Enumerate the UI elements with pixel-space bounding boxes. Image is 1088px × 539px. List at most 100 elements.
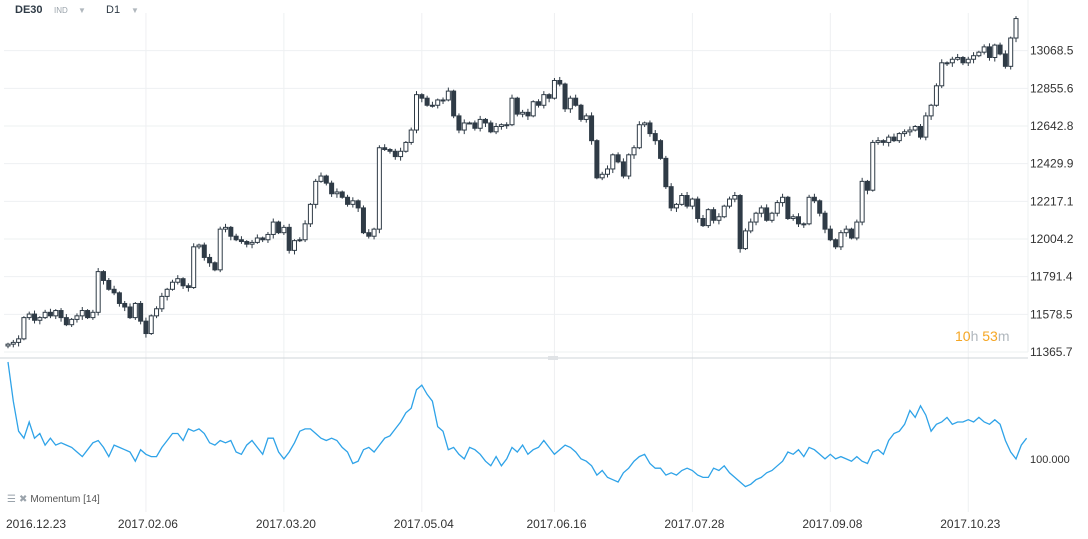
candle-body [95,271,101,313]
candle-body [753,212,759,223]
candle-body [870,141,876,191]
indicator-name: Momentum [30,494,81,505]
candle-body [541,94,547,106]
candle-body [408,129,414,143]
candle-body [742,230,748,250]
candle-body [774,202,780,214]
candle-body [626,154,632,177]
candle-body [488,122,494,133]
candle-body [849,228,855,239]
candle-body [286,226,292,251]
candle-body [498,124,504,128]
candle-body [721,205,727,218]
candle-body [169,281,175,290]
candle-body [684,195,690,207]
candle-body [419,94,425,99]
candle-body [424,97,430,106]
candle-body [392,150,398,158]
candle-body [536,101,542,106]
candle-body [780,196,786,204]
candle-body [42,311,48,319]
candle-body [196,244,202,248]
candle-body [238,239,244,243]
candle-body [960,56,966,64]
candle-body [456,115,462,131]
candle-body [551,79,557,99]
candle-body [159,295,165,310]
timer-hours-unit: h [970,328,979,344]
candle-body [599,173,605,179]
candle-body [106,279,112,290]
candle-body [620,161,626,177]
candle-body [965,58,971,64]
candle-body [297,239,303,242]
candle-body [79,310,85,317]
candle-body [1013,18,1019,39]
pane-resize-handle [548,356,558,360]
candle-body [207,256,213,264]
timeframe-selector[interactable]: D1 [106,4,121,16]
chevron-down-icon[interactable]: ▼ [131,6,139,15]
candle-body [1008,37,1014,67]
close-icon[interactable]: ✖ [18,494,28,505]
candle-body [642,122,648,126]
candle-body [5,343,11,347]
candle-body [891,136,897,142]
price-tick-label: 11791.4 [1030,270,1073,284]
candle-body [843,228,849,234]
candle-body [944,62,950,65]
candle-body [647,122,653,135]
candle-body [769,212,775,221]
candle-body [440,99,446,102]
lines-icon[interactable]: ☰ [7,494,16,505]
candle-body [244,241,250,245]
candle-body [154,308,160,317]
candle-body [10,341,16,345]
time-tick-label: 2017.05.04 [394,517,454,531]
candle-body [265,233,271,241]
candle-body [631,147,637,156]
price-tick-label: 11365.7 [1030,345,1073,359]
candle-body [212,262,218,271]
price-tick-label: 12429.9 [1030,157,1074,171]
candle-body [111,288,117,294]
candle-body [435,99,441,106]
candle-body [223,226,229,230]
candle-body [260,237,266,241]
momentum-tick-label: 100.000 [1030,454,1070,466]
candle-body [63,317,69,326]
price-tick-label: 12642.8 [1030,119,1074,133]
candle-body [387,149,393,152]
candle-body [47,311,53,317]
candle-body [180,278,186,287]
candle-body [918,126,924,138]
candle-body [939,62,945,87]
candle-body [254,237,260,243]
symbol-label[interactable]: DE30 [15,4,43,16]
candle-body [949,58,955,64]
candle-body [902,131,908,135]
time-tick-label: 2017.10.23 [940,517,1000,531]
chevron-down-icon[interactable]: ▼ [78,6,86,15]
candle-body [589,115,595,142]
candle-body [573,97,579,106]
candle-body [323,175,329,184]
candle-body [302,223,308,241]
candle-body [249,241,255,245]
candle-body [992,44,998,58]
candle-body [955,56,961,60]
candle-body [85,310,91,319]
candle-body [138,302,144,322]
candle-body [822,212,828,230]
candle-body [445,90,451,101]
candle-body [785,196,791,220]
candle-body [880,140,886,143]
candle-body [217,228,223,271]
candle-body [912,126,918,131]
candle-body [875,140,881,143]
candle-body [233,235,239,241]
candle-body [886,136,892,143]
candle-body [827,228,833,241]
candle-body [859,180,865,223]
